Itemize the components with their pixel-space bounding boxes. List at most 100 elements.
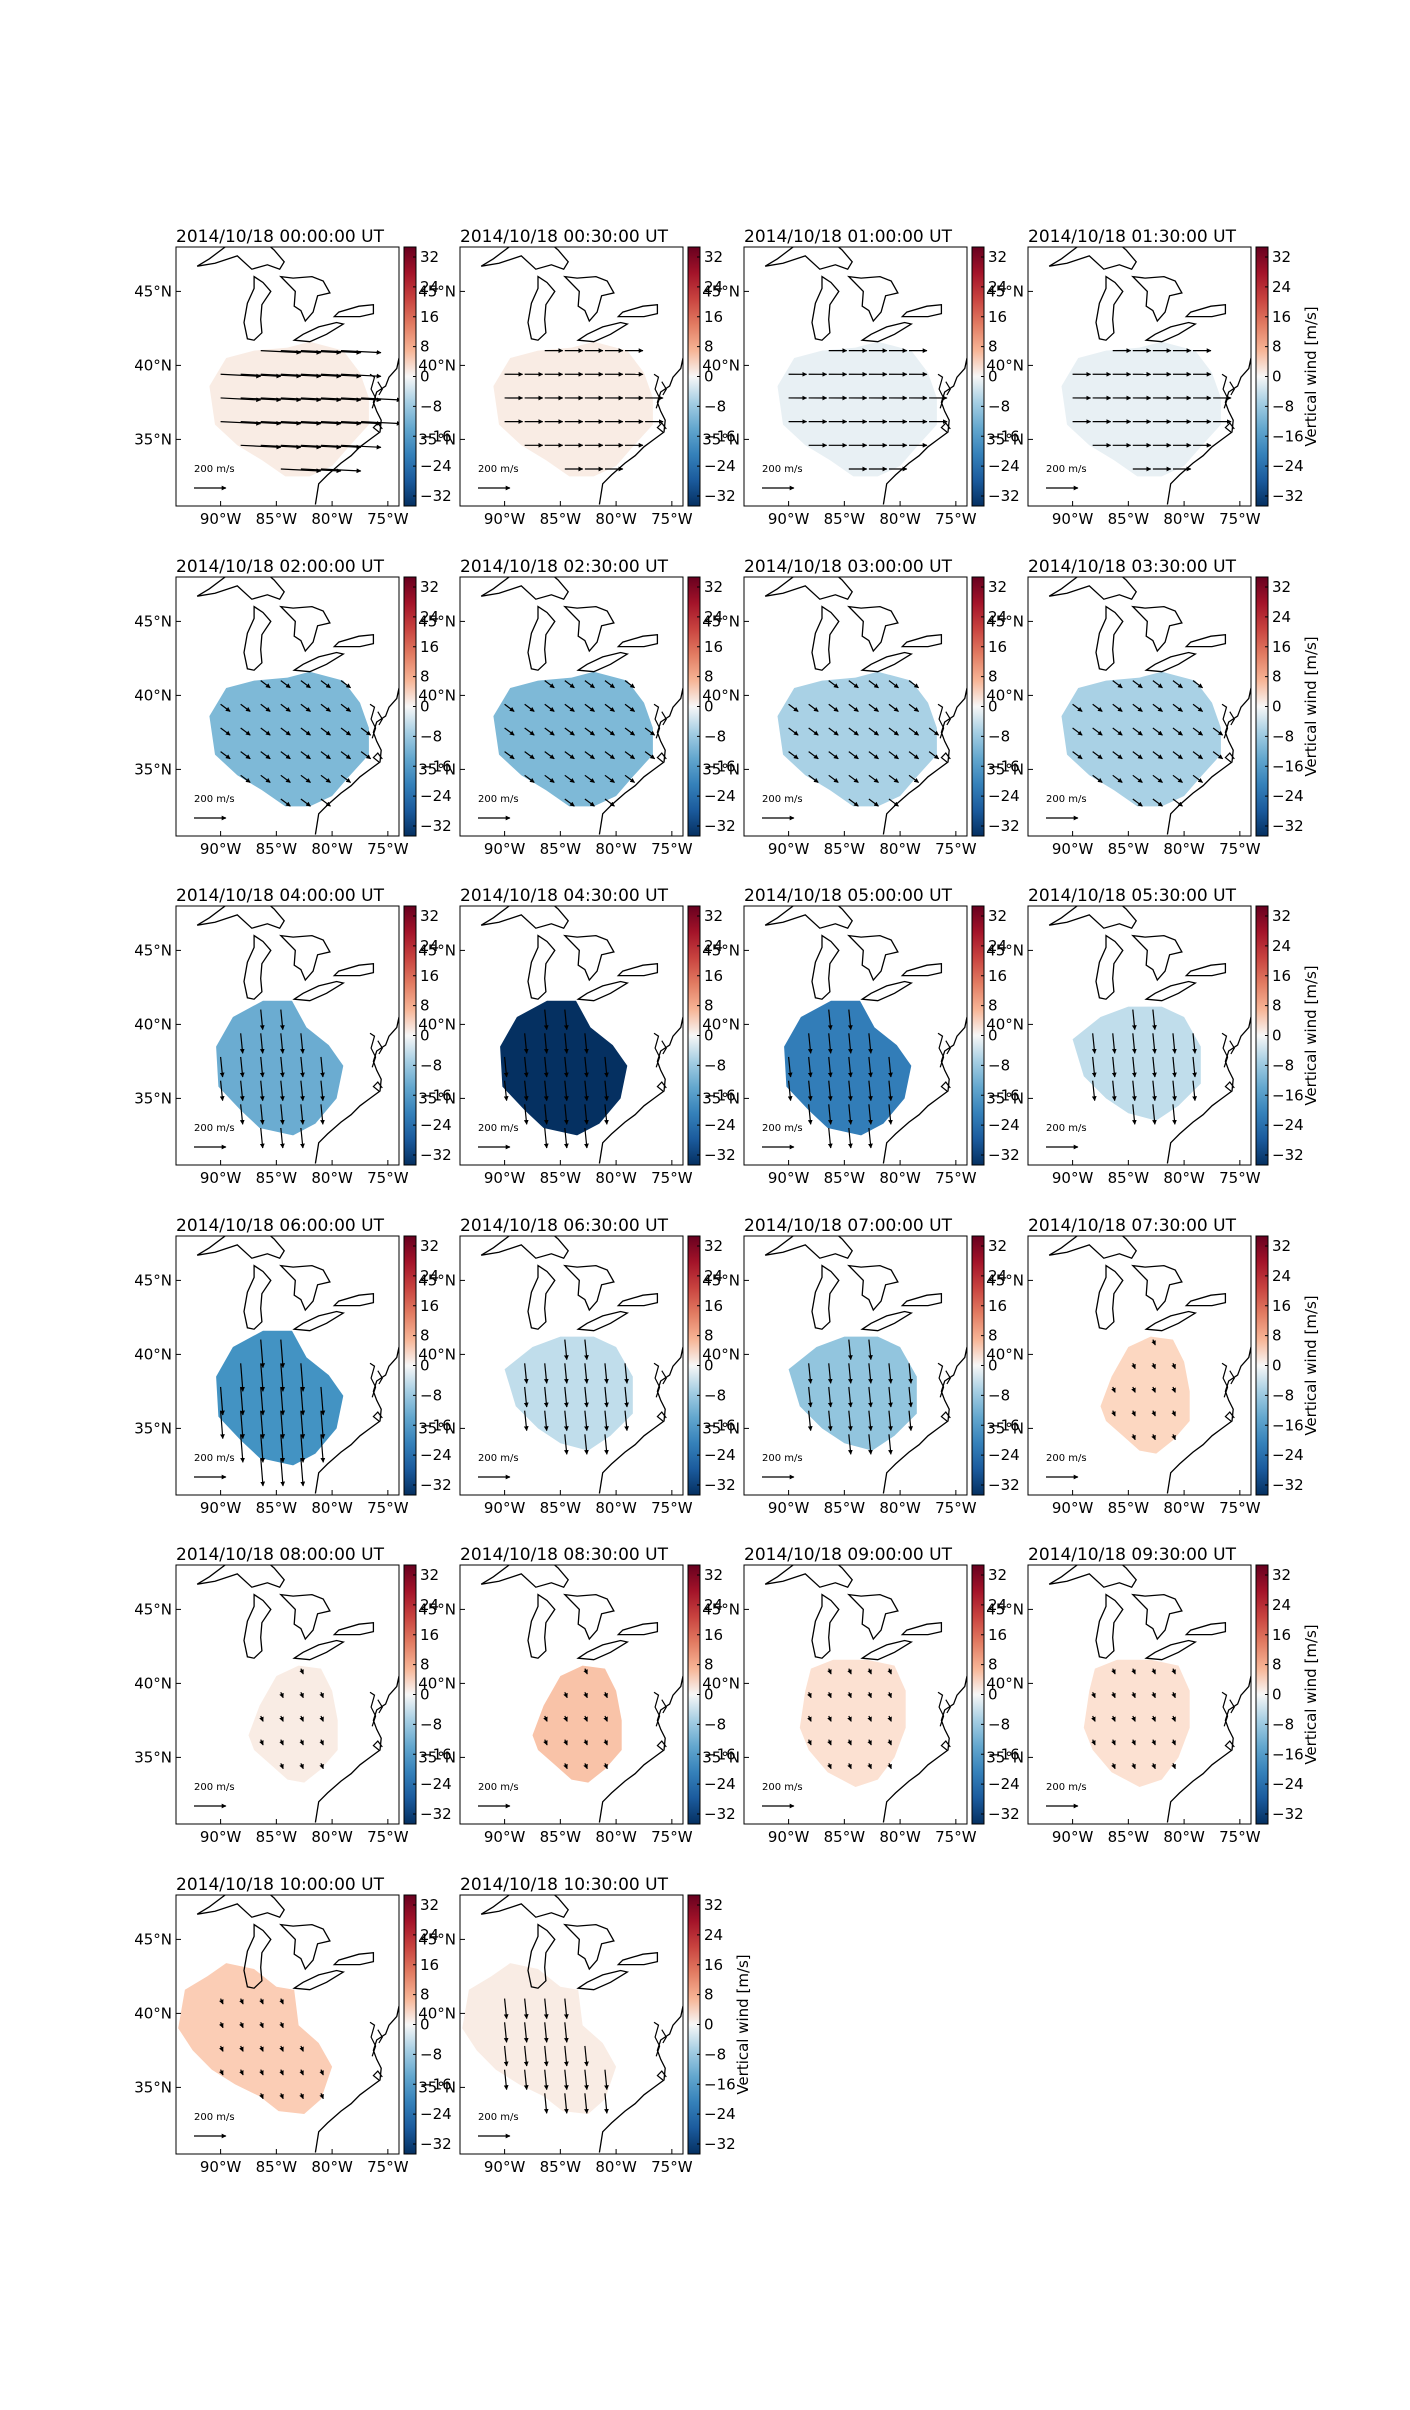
wind-vector [867,1692,872,1699]
wind-vector [1152,1033,1157,1054]
vertical-wind-region [1061,671,1221,807]
wind-vector [644,727,656,736]
wind-vector [1151,1434,1156,1441]
wind-vector [1171,1715,1176,1722]
panel-title: 2014/10/18 01:00:00 UT [744,227,953,247]
colorbar-tick-label: 8 [704,338,714,356]
wind-vector [868,680,879,689]
panel-title: 2014/10/18 08:00:00 UT [176,1545,385,1565]
panel-frame [743,576,968,837]
colorbar-tick-label: 24 [988,608,1007,626]
lake-outline [527,934,556,1000]
wind-vector [887,1715,892,1722]
quiver-key-label: 200 m/s [1046,794,1087,805]
wind-vector [624,1410,629,1432]
wind-vector [504,727,515,736]
colorbar-tick-label: 32 [420,1896,439,1914]
wind-vector [584,1080,589,1102]
wind-vector [788,703,799,712]
lake-outline [811,1264,840,1330]
wind-vector [888,774,899,783]
colorbar-tick-label: 24 [988,278,1007,296]
lake-outline [332,1621,375,1636]
vertical-wind-region [777,671,937,807]
panel-frame [175,576,400,837]
colorbar-tick-label: 24 [1272,608,1291,626]
wind-vector [523,2045,529,2067]
colorbar-tick-label: 24 [704,278,723,296]
colorbar-tick-label: −24 [704,787,736,805]
x-tick-label: 80°W [595,510,637,528]
wind-vector [503,2069,509,2091]
colorbar-tick-label: −32 [704,1146,736,1164]
wind-vector [299,1715,304,1722]
x-tick-label: 90°W [200,840,242,858]
coastline [661,1699,667,1714]
x-tick-label: 90°W [768,510,810,528]
colorbar-tick-label: −16 [704,757,736,775]
colorbar-tick-label: 24 [1272,1267,1291,1285]
wind-vector [1091,1739,1096,1746]
x-tick-label: 85°W [824,840,866,858]
coastline [372,1081,383,1092]
wind-vector [584,1056,589,1078]
wind-vector [240,727,251,736]
coastline [653,2021,661,2057]
wind-vector [868,703,879,712]
wind-vector [888,1386,893,1408]
lake-outline [616,1951,659,1966]
colorbar-tick-label: 16 [988,638,1007,656]
colorbar-tick-label: −24 [988,1446,1020,1464]
colorbar-tick-label: −16 [420,427,452,445]
vertical-wind-region [784,1000,912,1136]
wind-vector [604,774,615,783]
colorbar-tick-label: 24 [420,278,439,296]
wind-vector [1172,751,1183,760]
colorbar-label: Vertical wind [m/s] [734,1954,752,2094]
wind-vector [1072,703,1083,712]
wind-vector [523,1386,529,1408]
wind-vector [239,2022,244,2029]
panel-title: 2014/10/18 07:00:00 UT [744,1216,953,1236]
wind-vector [564,680,575,689]
wind-vector [563,1033,569,1054]
wind-vector [564,703,575,712]
wind-vector [259,1033,265,1054]
colorbar-tick-label: −24 [704,2105,736,2123]
x-tick-label: 80°W [595,1828,637,1846]
wind-vector [868,1056,873,1078]
wind-vector [1132,727,1143,736]
colorbar-tick-label: 16 [1272,308,1291,326]
colorbar-tick-label: −8 [988,1715,1010,1733]
lake-outline [1048,1236,1138,1259]
wind-vector [808,727,819,736]
x-tick-label: 80°W [879,1169,921,1187]
wind-vector [300,444,342,450]
wind-vector [280,349,322,355]
x-tick-label: 90°W [484,1828,526,1846]
wind-vector [624,751,635,760]
wind-vector [1152,703,1163,712]
colorbar-tick-label: −16 [988,427,1020,445]
colorbar-tick-label: 16 [1272,1297,1291,1315]
wind-vector [887,1739,892,1746]
wind-vector [320,397,362,403]
wind-vector [300,798,311,807]
wind-vector [1091,1692,1096,1699]
wind-vector [260,397,302,403]
lake-outline [279,1593,331,1641]
colorbar-tick-label: −24 [988,1116,1020,1134]
x-tick-label: 90°W [768,1828,810,1846]
wind-vector [279,1715,284,1722]
x-tick-label: 80°W [1163,1828,1205,1846]
wind-vector [1091,1056,1097,1078]
colorbar-label: Vertical wind [m/s] [1302,306,1320,446]
y-tick-label: 45°N [418,1271,456,1289]
wind-vector [1151,1692,1156,1699]
wind-vector [219,1998,224,2005]
wind-vector [300,420,342,426]
wind-vector [584,1104,589,1125]
colorbar-tick-label: 16 [704,1626,723,1644]
x-tick-label: 75°W [935,1828,977,1846]
wind-vector [827,1739,832,1746]
